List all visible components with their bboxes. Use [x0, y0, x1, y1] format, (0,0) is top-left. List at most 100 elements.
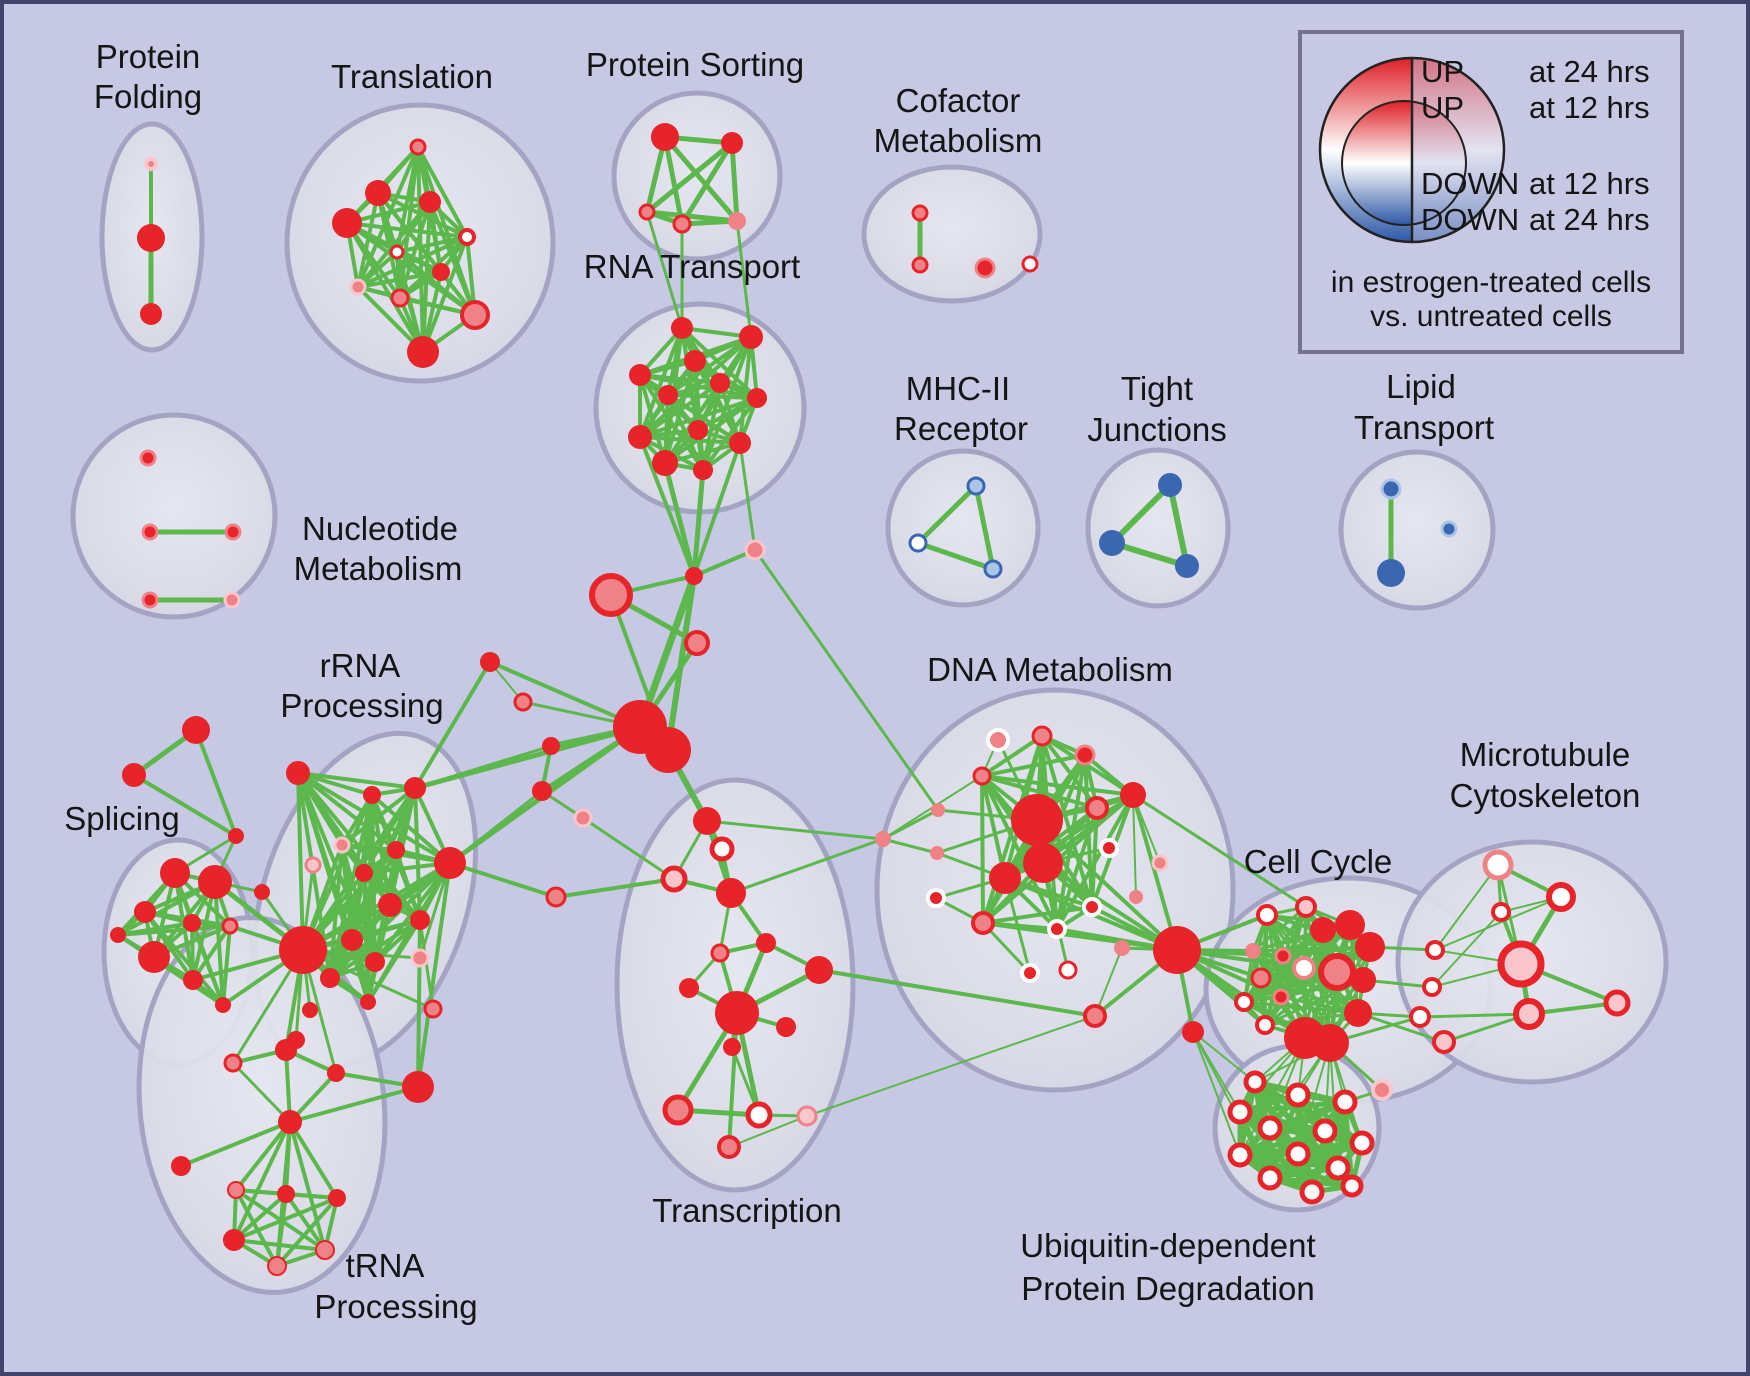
- node-tr5: [458, 228, 476, 246]
- edge-rt2-rt6: [666, 335, 753, 397]
- node-dm9: [1120, 782, 1146, 808]
- node-dm11: [1099, 838, 1119, 858]
- node-tn11: [315, 1240, 335, 1260]
- edge-rt7-rt12: [701, 396, 759, 472]
- legend-row-1-time: at 24 hrs: [1529, 54, 1650, 89]
- legend-row-2-direction: UP: [1421, 90, 1464, 125]
- node-sp5: [221, 917, 239, 935]
- node-tx6: [756, 933, 776, 953]
- edge-dm3-dm4: [980, 753, 1087, 778]
- edge-tn4-rr10: [416, 918, 422, 1089]
- edge-tr1-tr8: [356, 145, 420, 289]
- node-sp4: [183, 914, 201, 932]
- edge-cc9-tx3: [581, 816, 676, 881]
- edge-dm18-dm9: [1132, 794, 1137, 898]
- cluster-ellipse-mhc-ii-receptor: [885, 448, 1041, 608]
- legend-row-3-time: at 12 hrs: [1529, 166, 1650, 201]
- node-rr5: [304, 856, 322, 874]
- node-cy6: [1250, 967, 1272, 989]
- node-tn5: [278, 1110, 302, 1134]
- cluster-label-tight-junctions-line2: Junctions: [1087, 411, 1226, 448]
- node-rt5: [710, 373, 730, 393]
- edge-tn4-rr8: [416, 861, 452, 1089]
- edge-cy19-mt3: [1431, 911, 1502, 988]
- node-tr8: [349, 278, 367, 296]
- node-tr11: [407, 336, 439, 368]
- node-sp8: [215, 997, 231, 1013]
- edge-tn5-tn7: [234, 1120, 292, 1192]
- cluster-label-dna-metabolism-line1: DNA Metabolism: [927, 651, 1173, 688]
- node-cy18: [1425, 940, 1445, 960]
- node-ps4: [672, 214, 692, 234]
- node-rr8: [434, 847, 466, 879]
- node-tx3: [660, 865, 688, 893]
- node-dmc: [875, 831, 891, 847]
- node-sp6: [138, 941, 170, 973]
- edge-rr3-rr4: [340, 786, 417, 847]
- edge-cy15-cy21: [1356, 1011, 1446, 1044]
- node-cc9: [573, 808, 593, 828]
- edge-mh2-mh3: [915, 540, 996, 572]
- edge-tx16-tx15: [728, 1115, 808, 1148]
- node-ub9: [1285, 1141, 1311, 1167]
- node-ub1: [1243, 1070, 1267, 1094]
- node-rr0: [254, 884, 270, 900]
- node-mt5: [1513, 998, 1545, 1030]
- cluster-ellipse-tight-junctions: [1085, 447, 1231, 609]
- node-sp9: [110, 927, 126, 943]
- node-nm2: [141, 523, 159, 541]
- cluster-ellipse-transcription: [614, 777, 856, 1193]
- legend-inner-outline: [1341, 100, 1467, 226]
- edge-ps2-ps3: [644, 140, 735, 215]
- node-tn3: [327, 1064, 345, 1082]
- node-tx7: [710, 943, 730, 963]
- edge-sp2-sp9: [116, 880, 217, 937]
- node-dm17: [1082, 897, 1102, 917]
- cluster-label-rrna-processing-line1: rRNA: [320, 647, 401, 684]
- node-dm20: [1020, 963, 1040, 983]
- node-tx5: [545, 886, 567, 908]
- edge-cy18-mt2: [1434, 896, 1562, 951]
- edge-rt7-rt11: [663, 396, 759, 465]
- node-cy4: [1274, 947, 1292, 965]
- node-st2: [122, 763, 146, 787]
- edge-cy18-mt1: [1434, 864, 1499, 951]
- edge-rt9-cc2: [638, 435, 696, 578]
- cluster-label-cofactor-metabolism-line1: Cofactor: [896, 82, 1021, 119]
- node-ub14: [1371, 1079, 1393, 1101]
- node-rr2: [363, 786, 381, 804]
- node-mt4: [1497, 940, 1545, 988]
- node-ub10: [1325, 1155, 1351, 1181]
- node-dm16: [1047, 919, 1067, 939]
- cluster-label-protein-folding-line1: Protein: [96, 38, 201, 75]
- edge-tn8-tn11: [284, 1192, 327, 1252]
- cluster-label-microtubule-cytoskeleton-line1: Microtubule: [1460, 736, 1631, 773]
- legend-row-4-time: at 24 hrs: [1529, 202, 1650, 237]
- node-tr4: [332, 208, 362, 238]
- node-rr9: [378, 893, 402, 917]
- edge-rr2-rr8: [370, 793, 452, 865]
- node-cy17: [1311, 1024, 1349, 1062]
- edge-ps1-ps4: [662, 134, 685, 227]
- node-rr13: [320, 968, 340, 988]
- edge-cy9-cy10: [1263, 928, 1325, 1027]
- node-dm12: [1151, 854, 1169, 872]
- node-dm1: [986, 728, 1010, 752]
- edge-cc1-cc2: [692, 548, 757, 578]
- node-rr14: [365, 952, 385, 972]
- edge-rt7-rt9: [638, 396, 759, 439]
- node-dm19: [1114, 940, 1130, 956]
- edge-tj2-tj3: [1109, 540, 1190, 569]
- node-tn8: [277, 1185, 295, 1203]
- node-tr9: [390, 288, 410, 308]
- edge-dm10-dm17: [1090, 806, 1099, 909]
- node-tx1: [693, 807, 721, 835]
- edge-sp5-sp7: [191, 924, 232, 982]
- cluster-label-ubiquitin-degradation-line1: Ubiquitin-dependent: [1020, 1227, 1315, 1264]
- edge-cc1-rt10: [738, 441, 757, 552]
- node-cc4: [684, 630, 710, 656]
- node-rr16: [423, 999, 443, 1019]
- edge-rt12-cc2: [691, 467, 706, 579]
- node-cf4: [1021, 255, 1039, 273]
